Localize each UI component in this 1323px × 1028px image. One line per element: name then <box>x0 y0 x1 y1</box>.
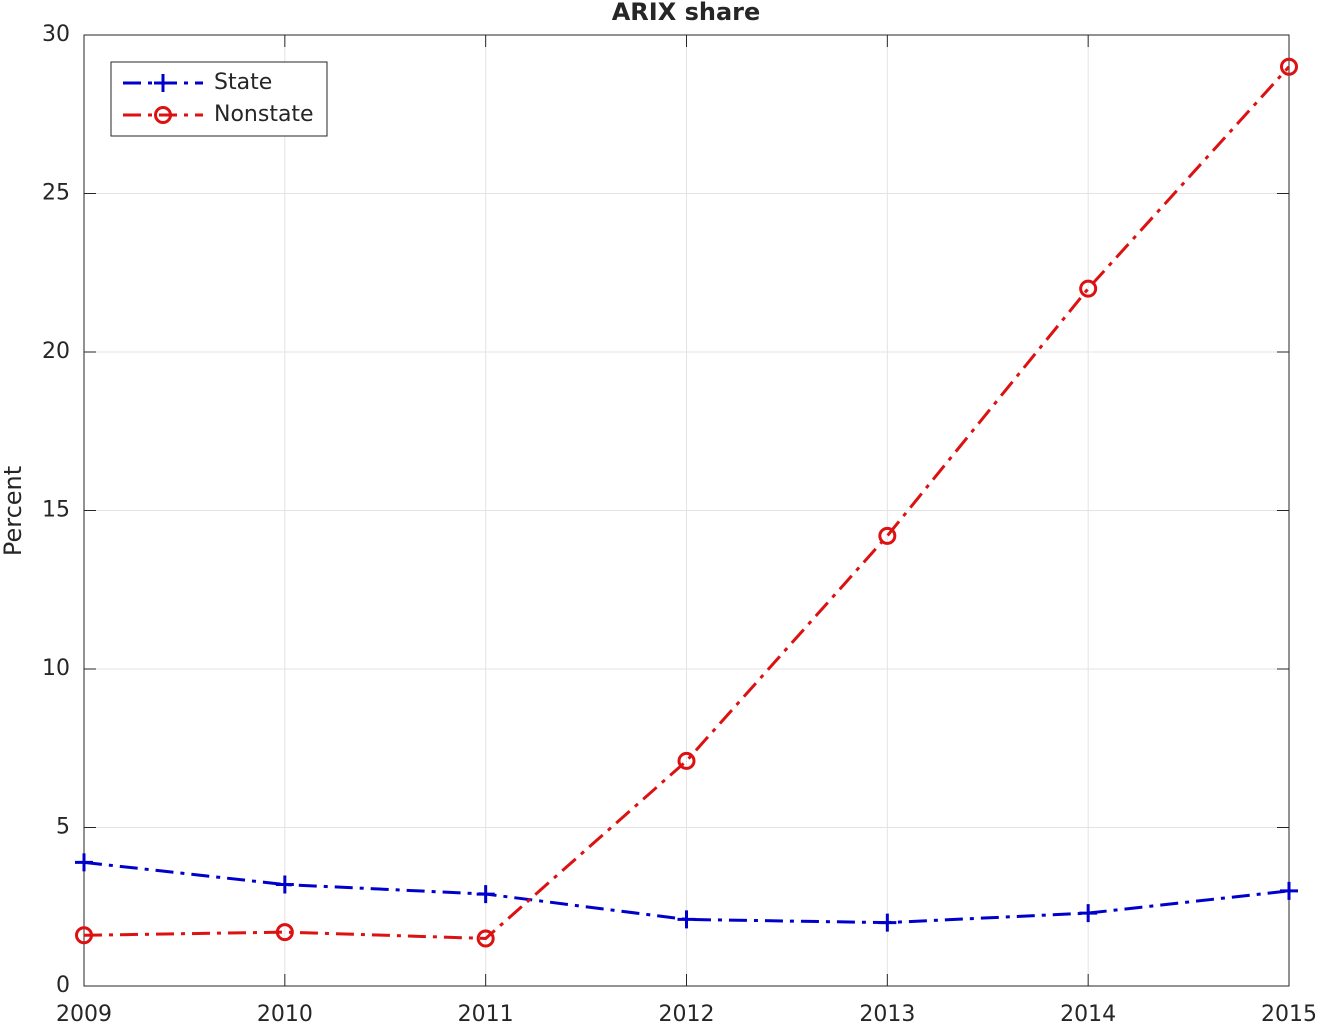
y-tick-label: 5 <box>56 815 70 840</box>
marker <box>1280 881 1298 900</box>
marker <box>677 910 696 929</box>
y-tick-label: 20 <box>42 339 70 364</box>
legend-label: Nonstate <box>214 102 314 127</box>
x-tick-label: 2013 <box>859 1002 915 1027</box>
marker <box>476 929 495 948</box>
legend-marker <box>154 74 172 92</box>
marker <box>878 526 897 545</box>
x-tick-label: 2015 <box>1261 1002 1317 1027</box>
plot-frame <box>83 34 1290 987</box>
y-tick-label: 30 <box>42 22 70 47</box>
marker <box>1079 279 1098 298</box>
marker <box>275 875 294 894</box>
y-tick-label: 0 <box>56 973 70 998</box>
marker <box>878 913 897 932</box>
legend-marker <box>154 106 172 124</box>
x-tick-label: 2011 <box>458 1002 514 1027</box>
marker <box>75 853 93 872</box>
y-tick-label: 25 <box>42 181 70 206</box>
y-tick-label: 15 <box>42 498 70 523</box>
marker <box>476 885 495 904</box>
x-tick-label: 2009 <box>56 1002 112 1027</box>
marker <box>75 926 93 945</box>
x-tick-label: 2012 <box>659 1002 715 1027</box>
x-tick-label: 2010 <box>257 1002 313 1027</box>
x-tick-label: 2014 <box>1060 1002 1116 1027</box>
marker <box>677 751 696 770</box>
chart-title: ARIX share <box>612 0 761 26</box>
y-tick-label: 10 <box>42 656 70 681</box>
legend: State Nonstate <box>110 61 328 137</box>
legend-label: State <box>214 70 272 95</box>
y-axis-label: Percent <box>0 466 27 556</box>
marker <box>275 923 294 942</box>
marker <box>1280 57 1298 76</box>
legend-box <box>110 61 328 137</box>
marker <box>1079 904 1098 923</box>
